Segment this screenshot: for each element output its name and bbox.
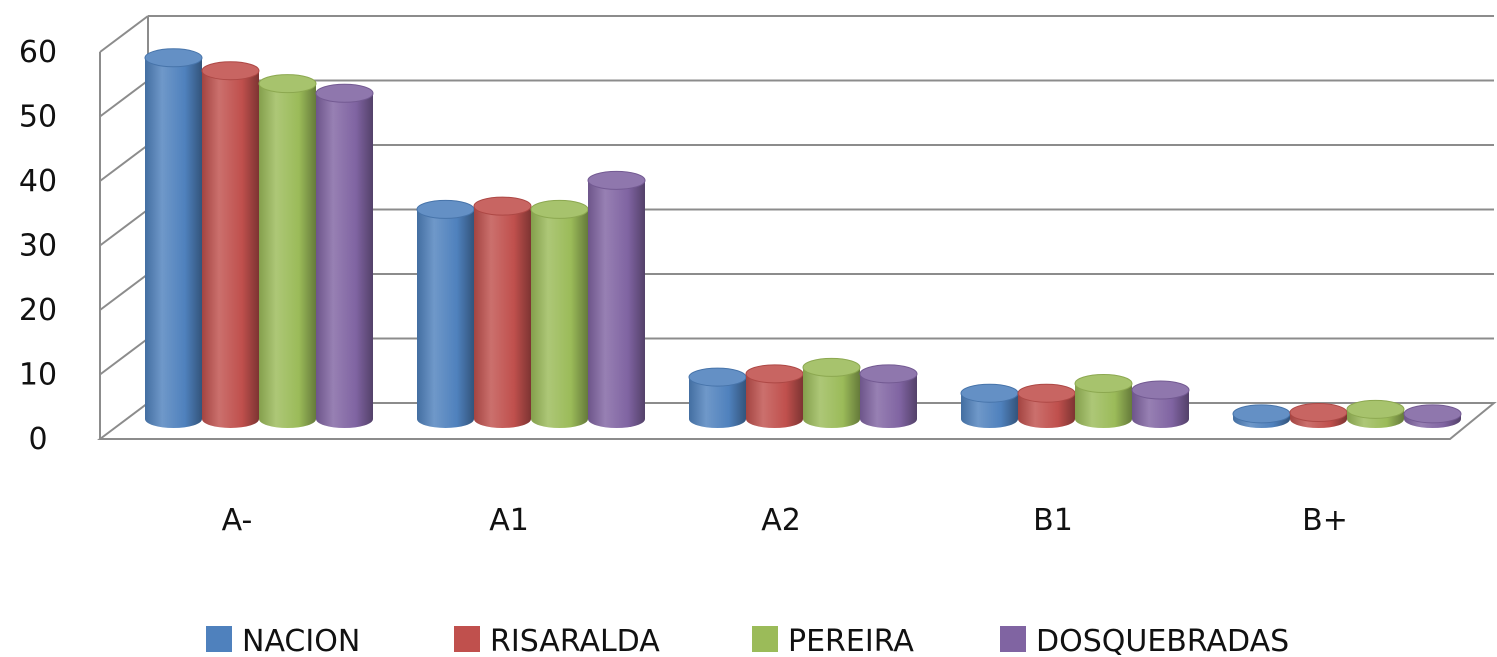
gridline-side bbox=[99, 273, 149, 311]
bar bbox=[859, 364, 918, 428]
legend-label: PEREIRA bbox=[788, 624, 914, 657]
bar-top bbox=[1017, 383, 1076, 403]
y-tick-label: 20 bbox=[19, 293, 57, 328]
bar-body bbox=[474, 206, 531, 428]
bar-top bbox=[201, 61, 260, 81]
bar bbox=[315, 83, 374, 429]
bar-body bbox=[961, 393, 1018, 428]
y-tick-label: 60 bbox=[19, 35, 57, 70]
legend-swatch bbox=[206, 626, 232, 652]
bar-body bbox=[202, 70, 259, 428]
y-tick-label: 10 bbox=[19, 358, 57, 393]
bar-body bbox=[860, 373, 917, 428]
bar-top bbox=[960, 383, 1019, 403]
legend-swatch bbox=[752, 626, 778, 652]
bar-body bbox=[531, 209, 588, 428]
legend-label: RISARALDA bbox=[490, 624, 660, 657]
bar bbox=[1131, 380, 1190, 428]
bar-body bbox=[316, 93, 373, 429]
y-axis-ticks: 0 10 20 30 40 50 60 bbox=[19, 35, 57, 457]
gridline-side bbox=[99, 15, 149, 53]
bar-top bbox=[1403, 404, 1462, 424]
bar bbox=[201, 61, 260, 428]
bar bbox=[745, 364, 804, 428]
legend-item: NACION bbox=[206, 624, 360, 657]
bar-top bbox=[688, 367, 747, 387]
bar bbox=[1403, 404, 1462, 428]
bar-top bbox=[802, 357, 861, 377]
legend-item: RISARALDA bbox=[454, 624, 660, 657]
bar-body bbox=[803, 367, 860, 428]
bar-top bbox=[416, 199, 475, 219]
bar-top bbox=[587, 170, 646, 190]
bar-top bbox=[144, 48, 203, 68]
legend-item: PEREIRA bbox=[752, 624, 914, 657]
bars bbox=[144, 48, 1462, 429]
bar-top bbox=[473, 196, 532, 216]
x-category-label: B+ bbox=[1302, 503, 1348, 538]
legend-label: NACION bbox=[242, 624, 360, 657]
x-category-label: B1 bbox=[1033, 503, 1073, 538]
x-category-label: A1 bbox=[489, 503, 529, 538]
bar bbox=[1232, 404, 1291, 428]
gridline-side bbox=[99, 208, 149, 247]
bar-body bbox=[1075, 383, 1132, 428]
bar-top bbox=[1131, 380, 1190, 400]
bar-top bbox=[1232, 404, 1291, 424]
legend-swatch bbox=[454, 626, 480, 652]
y-tick-label: 30 bbox=[19, 229, 57, 264]
bar bbox=[1017, 383, 1076, 428]
bar-top bbox=[258, 74, 317, 94]
bar-top bbox=[315, 83, 374, 103]
bar-body bbox=[417, 209, 474, 428]
bar-top bbox=[530, 199, 589, 219]
x-category-label: A- bbox=[222, 503, 253, 538]
bar bbox=[587, 170, 646, 428]
gridline-side bbox=[99, 337, 149, 376]
x-axis-categories: A- A1 A2 B1 B+ bbox=[222, 503, 1348, 538]
y-tick-label: 40 bbox=[19, 164, 57, 199]
legend-label: DOSQUEBRADAS bbox=[1036, 624, 1289, 657]
bar-top bbox=[859, 364, 918, 384]
x-category-label: A2 bbox=[761, 503, 801, 538]
bar-body bbox=[588, 180, 645, 428]
bar-body bbox=[746, 373, 803, 428]
bar bbox=[960, 383, 1019, 428]
y-tick-label: 50 bbox=[19, 100, 57, 135]
y-tick-label: 0 bbox=[28, 422, 47, 457]
bar-body bbox=[689, 377, 746, 428]
bar bbox=[144, 48, 203, 429]
bar-body bbox=[1018, 393, 1075, 428]
bar bbox=[416, 199, 475, 428]
bar bbox=[1289, 403, 1348, 428]
gridline-side bbox=[99, 79, 149, 118]
bar-top bbox=[1074, 374, 1133, 394]
bar-top bbox=[1346, 399, 1405, 419]
bar-body bbox=[145, 57, 202, 429]
bar-body bbox=[259, 83, 316, 428]
bar bbox=[802, 357, 861, 428]
bar bbox=[688, 367, 747, 428]
legend-item: DOSQUEBRADAS bbox=[1000, 624, 1289, 657]
bar bbox=[1074, 374, 1133, 428]
legend: NACION RISARALDA PEREIRA DOSQUEBRADAS bbox=[206, 624, 1289, 657]
bar bbox=[530, 199, 589, 428]
legend-swatch bbox=[1000, 626, 1026, 652]
bar bbox=[473, 196, 532, 428]
bar-body bbox=[1132, 389, 1189, 428]
bar bbox=[1346, 399, 1405, 428]
bar-top bbox=[1289, 403, 1348, 423]
gridline-side bbox=[99, 144, 149, 182]
bar-top bbox=[745, 364, 804, 384]
bar bbox=[258, 74, 317, 428]
